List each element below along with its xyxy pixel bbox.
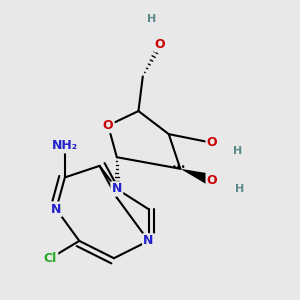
Text: O: O	[207, 174, 218, 187]
Text: N: N	[51, 203, 62, 216]
Polygon shape	[180, 169, 214, 186]
Text: O: O	[103, 119, 113, 132]
Text: •••: •••	[172, 163, 186, 172]
Text: N: N	[143, 234, 154, 248]
Text: H: H	[235, 184, 244, 194]
Text: O: O	[207, 136, 218, 149]
Text: Cl: Cl	[44, 252, 57, 265]
Text: H: H	[147, 14, 156, 24]
Text: N: N	[112, 182, 122, 196]
Text: NH₂: NH₂	[52, 139, 78, 152]
Text: H: H	[233, 146, 243, 156]
Text: O: O	[155, 38, 165, 51]
